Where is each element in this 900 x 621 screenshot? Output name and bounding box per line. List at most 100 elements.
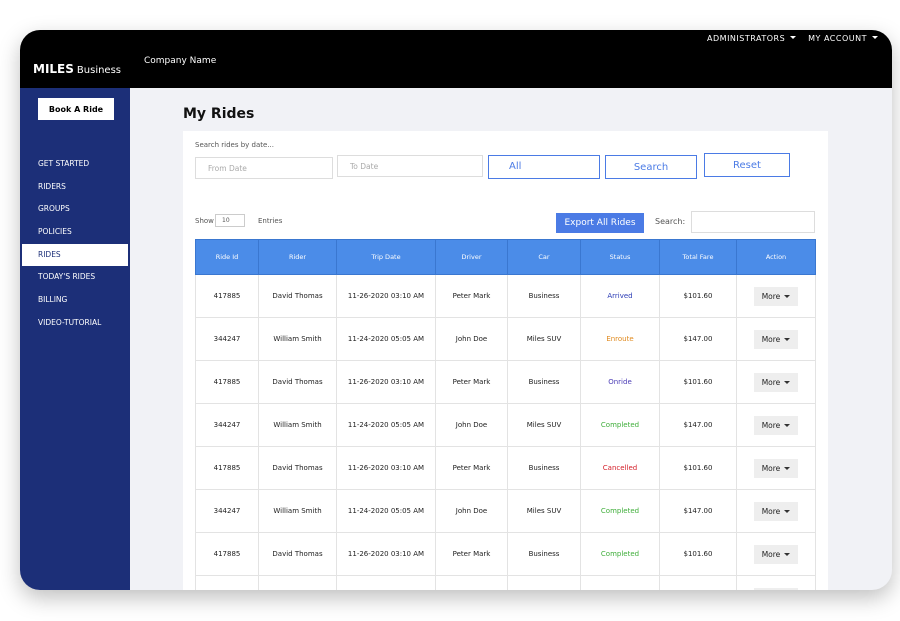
cell: Miles SUV [507, 403, 581, 447]
company-name: Company Name [144, 56, 217, 66]
cell: 344247 [195, 317, 259, 361]
more-button[interactable]: More [753, 458, 799, 478]
cell: William Smith [258, 575, 337, 590]
more-button[interactable]: More [753, 415, 799, 435]
column-header: Rider [258, 239, 337, 275]
cell: 11-24-2020 05:05 AM [336, 575, 436, 590]
cell: Miles SUV [507, 317, 581, 361]
more-button[interactable]: More [753, 587, 799, 590]
to-date[interactable]: To Date [337, 155, 483, 177]
header-row: Ride Id Rider Trip Date Driver Car Status Tota… [195, 239, 816, 275]
account-link[interactable]: MY ACCOUNT [808, 34, 878, 43]
cell: Enroute [580, 317, 660, 361]
cell: John Doe [435, 575, 508, 590]
cell: David Thomas [258, 532, 337, 576]
cell: Peter Mark [435, 446, 508, 490]
cell: David Thomas [258, 274, 337, 318]
more-button[interactable]: More [753, 501, 799, 521]
action-cell: More [736, 532, 816, 576]
export-button[interactable]: Export All Rides [556, 213, 644, 233]
cell: Peter Mark [435, 360, 508, 404]
action-cell: More [736, 403, 816, 447]
cell: Cancelled [580, 446, 660, 490]
nav-item[interactable]: TODAY'S RIDES [38, 272, 96, 282]
cell: $101.60 [659, 446, 737, 490]
table-body: 417885 David Thomas 11-26-2020 03:10 AM Pet… [195, 274, 816, 590]
cell: 417885 [195, 446, 259, 490]
cell: David Thomas [258, 446, 337, 490]
more-button[interactable]: More [753, 286, 799, 306]
nav-item[interactable]: BILLING [38, 295, 68, 305]
more-button[interactable]: More [753, 329, 799, 349]
entries-select[interactable]: 10 [215, 214, 245, 227]
cell: Business [507, 274, 581, 318]
rides-table: Ride Id Rider Trip Date Driver Car Status Tota… [195, 239, 816, 590]
rides-panel: Search rides by date... From Date To Dat… [183, 131, 828, 590]
cell: Peter Mark [435, 274, 508, 318]
search-label: Search rides by date... [195, 141, 274, 149]
column-header: Status [580, 239, 660, 275]
cell: $147.00 [659, 489, 737, 533]
column-header: Driver [435, 239, 508, 275]
search-field[interactable] [691, 211, 815, 233]
sidebar-nav: GET STARTED RIDERS GROUPS POLICIES RIDES TODA… [22, 153, 128, 335]
cell: David Thomas [258, 360, 337, 404]
cell: Miles SUV [507, 489, 581, 533]
top-nav: ADMINISTRATORS MY ACCOUNT [707, 34, 878, 43]
cell: Business [507, 532, 581, 576]
ride-row: 417885 David Thomas 11-26-2020 03:10 AM Pet… [195, 446, 816, 490]
nav-item[interactable]: GET STARTED [38, 159, 90, 168]
cell: Completed [580, 489, 660, 533]
more-button[interactable]: More [753, 372, 799, 392]
ride-row: 417885 David Thomas 11-26-2020 03:10 AM Pet… [195, 532, 816, 576]
nav-item[interactable]: POLICIES [38, 227, 72, 237]
cell: 11-26-2020 03:10 AM [336, 532, 436, 576]
cell: William Smith [258, 489, 337, 533]
action-cell: More [736, 317, 816, 361]
cell: Business [507, 360, 581, 404]
column-header: Action [736, 239, 816, 275]
status-filter[interactable]: All [488, 155, 600, 179]
reset-button[interactable]: Reset [704, 153, 790, 177]
cell: 11-24-2020 05:05 AM [336, 489, 436, 533]
ride-row: 417885 David Thomas 11-26-2020 03:10 AM Pet… [195, 360, 816, 404]
cell: $101.60 [659, 360, 737, 404]
cell: $147.00 [659, 403, 737, 447]
action-cell: More [736, 274, 816, 318]
nav-item[interactable]: RIDERS [38, 181, 66, 191]
more-button[interactable]: More [753, 544, 799, 564]
cell: 11-26-2020 03:10 AM [336, 446, 436, 490]
cell: $147.00 [659, 317, 737, 361]
nav-item[interactable]: VIDEO-TUTORIAL [38, 317, 102, 327]
column-header: Car [507, 239, 581, 275]
book-ride-button[interactable]: Book A Ride [38, 98, 114, 120]
nav-item[interactable]: GROUPS [38, 204, 70, 214]
column-header: Trip Date [336, 239, 436, 275]
nav-item[interactable]: RIDES [22, 243, 128, 267]
column-header: Ride Id [195, 239, 259, 275]
administrators-link[interactable]: ADMINISTRATORS [707, 34, 796, 43]
action-cell: More [736, 575, 816, 590]
cell: 11-24-2020 05:05 AM [336, 317, 436, 361]
cell: $147.00 [659, 575, 737, 590]
cell: John Doe [435, 489, 508, 533]
search-field-label: Search: [655, 217, 686, 226]
cell: Completed [580, 575, 660, 590]
cell: 344247 [195, 403, 259, 447]
from-date[interactable]: From Date [195, 157, 333, 179]
logo[interactable]: MILES Business [33, 62, 121, 76]
cell: William Smith [258, 317, 337, 361]
logo-sub: Business [76, 65, 122, 76]
cell: John Doe [435, 317, 508, 361]
cell: Completed [580, 403, 660, 447]
cell: 11-26-2020 03:10 AM [336, 360, 436, 404]
ride-row: 417885 David Thomas 11-26-2020 03:10 AM Pet… [195, 274, 816, 318]
cell: Peter Mark [435, 532, 508, 576]
search-button[interactable]: Search [605, 155, 697, 179]
cell: 417885 [195, 532, 259, 576]
show-label: Show [195, 217, 214, 225]
